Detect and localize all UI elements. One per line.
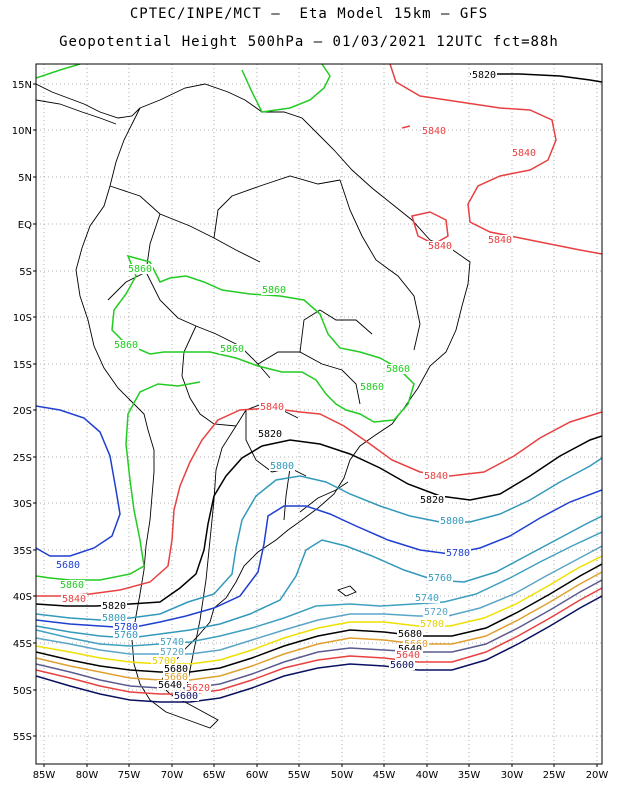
contour-label: 5740 — [160, 637, 184, 648]
contour-5620 — [36, 587, 602, 695]
contour-5720 — [36, 545, 602, 655]
map-title-line1: CPTEC/INPE/MCT – Eta Model 15km – GFS — [129, 6, 489, 22]
contour-label: 5820 — [258, 429, 282, 440]
contour-label: 5800 — [102, 613, 126, 624]
lat-tick-label: 50S — [13, 686, 32, 697]
contour-label: 5600 — [390, 660, 414, 671]
lon-tick-label: 30W — [501, 770, 524, 781]
graticule-grid — [36, 64, 602, 764]
contour-label: 5800 — [270, 461, 294, 472]
contour-label: 5700 — [152, 656, 176, 667]
map-frame — [35, 63, 603, 765]
contour-5600 — [36, 595, 602, 703]
contour-5740 — [36, 531, 602, 647]
contour-label: 5760 — [114, 630, 138, 641]
lon-tick-label: 25W — [543, 770, 566, 781]
contour-5860-north — [36, 64, 331, 113]
contour-label: 5620 — [186, 683, 210, 694]
contour-label: 5860 — [114, 340, 138, 351]
contour-label: 5840 — [512, 148, 536, 159]
height-contours — [36, 64, 602, 703]
contour-label: 5680 — [164, 664, 188, 675]
contour-5760 — [36, 515, 602, 639]
contour-label: 5680 — [56, 560, 80, 571]
contour-label: 5740 — [415, 593, 439, 604]
contour-label: 5840 — [62, 594, 86, 605]
lon-tick-label: 75W — [118, 770, 141, 781]
contour-label: 5860 — [128, 264, 152, 275]
contour-5680 — [36, 563, 602, 673]
contour-label: 5840 — [488, 235, 512, 246]
contour-label: 5840 — [422, 126, 446, 137]
lon-tick-label: 20W — [586, 770, 609, 781]
contour-5640 — [36, 579, 602, 689]
contour-5700 — [36, 555, 602, 665]
lat-tick-label: EQ — [18, 220, 32, 231]
contour-5820-north — [470, 73, 602, 83]
central-america-coastline — [36, 83, 141, 119]
contour-label: 5680 — [398, 629, 422, 640]
contour-5840-main — [36, 407, 602, 597]
contour-5800 — [36, 457, 602, 621]
lat-tick-label: 20S — [13, 406, 32, 417]
contour-label: 5720 — [160, 647, 184, 658]
contour-label: 5800 — [440, 516, 464, 527]
south-america-coastline — [75, 83, 471, 729]
axis-labels: 15N 10N 5N EQ 5S 10S 15S 20S 25S 30S 35S 40S 45S 50S 5… — [12, 80, 609, 781]
contour-label: 5640 — [396, 650, 420, 661]
lon-tick-label: 70W — [161, 770, 184, 781]
lon-tick-label: 55W — [288, 770, 311, 781]
contour-label: 5720 — [424, 607, 448, 618]
lat-tick-label: 45S — [13, 639, 32, 650]
contour-label: 5860 — [386, 364, 410, 375]
lon-tick-label: 60W — [246, 770, 269, 781]
contour-label: 5600 — [174, 691, 198, 702]
lon-tick-label: 45W — [373, 770, 396, 781]
contour-5820-main — [36, 435, 602, 607]
lat-tick-label: 40S — [13, 592, 32, 603]
contour-label: 5660 — [164, 672, 188, 683]
lat-tick-label: 15N — [12, 80, 32, 91]
map-title-line2: Geopotential Height 500hPa – 01/03/2021 … — [59, 34, 559, 50]
lat-tick-label: 15S — [13, 360, 32, 371]
contour-label: 5820 — [472, 70, 496, 81]
lat-tick-label: 55S — [13, 732, 32, 743]
contour-label: 5860 — [220, 344, 244, 355]
lat-tick-label: 10S — [13, 313, 32, 324]
contour-label: 5640 — [398, 644, 422, 655]
lon-tick-label: 35W — [458, 770, 481, 781]
contour-5880 — [36, 405, 121, 557]
lat-tick-label: 5N — [18, 173, 32, 184]
contour-label: 5840 — [260, 402, 284, 413]
lat-tick-label: 25S — [13, 453, 32, 464]
contour-label: 5640 — [158, 680, 182, 691]
contour-5860-central — [111, 254, 415, 423]
lat-tick-label: 5S — [19, 267, 32, 278]
contour-5660 — [36, 571, 602, 681]
contour-label: 5860 — [262, 285, 286, 296]
lat-tick-label: 30S — [13, 499, 32, 510]
lon-tick-label: 85W — [33, 770, 56, 781]
contour-label: 5820 — [420, 495, 444, 506]
contour-label: 5780 — [446, 548, 470, 559]
lon-tick-label: 50W — [331, 770, 354, 781]
lon-tick-label: 40W — [416, 770, 439, 781]
contour-label: 5860 — [360, 382, 384, 393]
contour-5840-north — [389, 64, 602, 255]
contour-label: 5780 — [114, 622, 138, 633]
contour-label: 5860 — [60, 580, 84, 591]
contour-label: 5840 — [428, 241, 452, 252]
lon-tick-label: 80W — [76, 770, 99, 781]
lat-tick-label: 35S — [13, 546, 32, 557]
lat-tick-label: 10N — [12, 126, 32, 137]
contour-label: 5820 — [102, 601, 126, 612]
contour-5780 — [36, 489, 602, 629]
lon-tick-label: 65W — [203, 770, 226, 781]
contour-label: 5700 — [420, 619, 444, 630]
contour-label: 5760 — [428, 573, 452, 584]
contour-label: 5840 — [424, 471, 448, 482]
